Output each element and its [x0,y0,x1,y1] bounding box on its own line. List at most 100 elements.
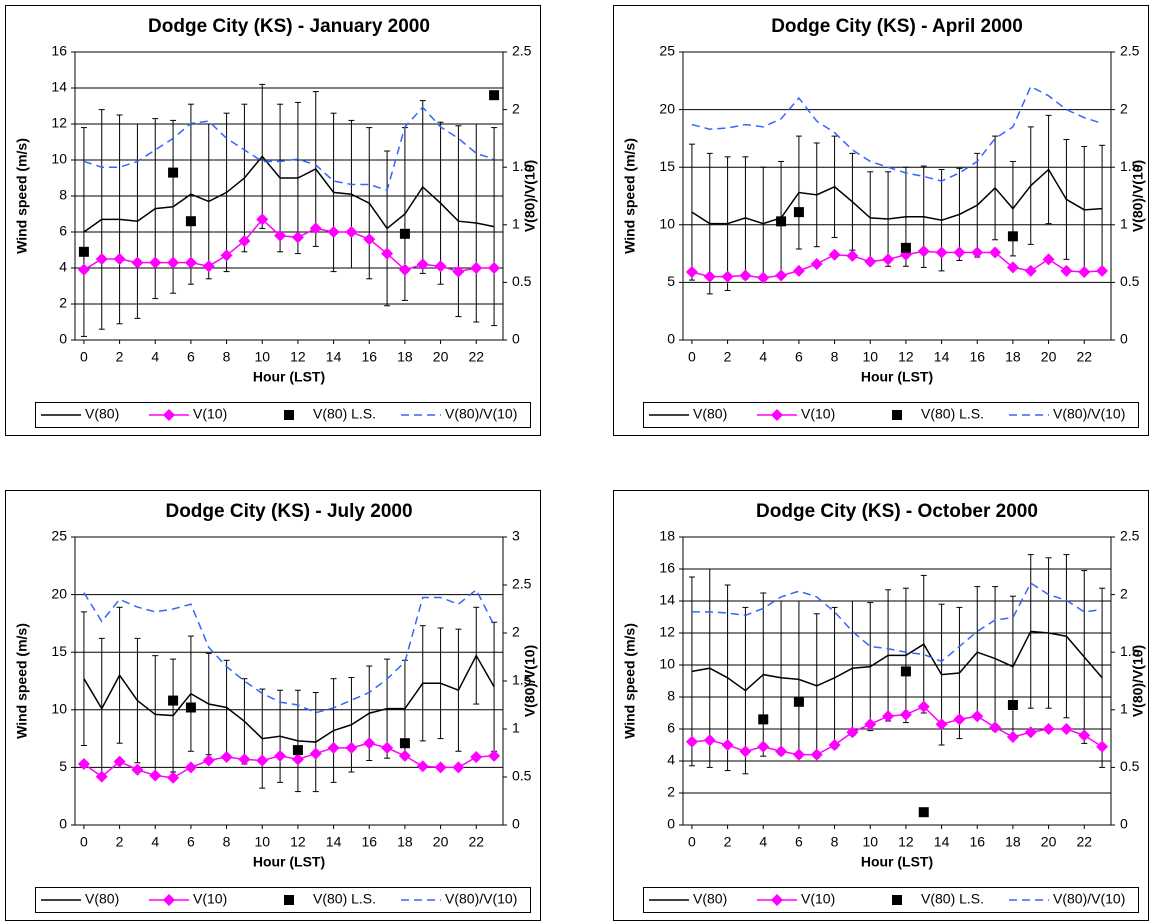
series-line [691,168,1103,225]
y2-tick-label: 3 [512,528,520,544]
legend-label: V(10) [801,891,835,907]
panel-border [613,490,1149,921]
diamond-marker [202,260,215,273]
diamond-marker [488,262,501,274]
diamond-marker [971,246,984,259]
legend-box [643,402,1139,428]
y2-axis-label: V(80)/V(10) [1130,645,1146,717]
square-marker [78,246,89,257]
square-marker [399,228,410,239]
legend-label: V(80)/V(10) [1053,406,1125,422]
x-tick-label: 14 [326,834,342,850]
legend: V(80) V(10) V(80) L.S. V(80)/V(10) [643,887,1139,913]
diamond-marker [792,264,805,277]
diamond-marker [989,246,1002,259]
x-tick-label: 10 [254,834,270,850]
diamond-marker [1078,729,1091,742]
diamond-marker [935,718,948,731]
square-marker [185,216,196,227]
square-marker [185,702,196,713]
diamond-marker [917,700,930,713]
y-tick-label: 15 [51,643,67,659]
diamond-marker [846,249,859,262]
diamond-marker [721,270,734,283]
diamond-marker [953,246,966,259]
diamond-marker [1042,723,1055,735]
diamond-marker [274,229,287,242]
y2-tick-label: 1 [1120,701,1128,717]
y-tick-label: 20 [659,100,675,116]
x-tick-label: 0 [80,834,88,850]
diamond-marker [721,739,734,751]
x-tick-label: 20 [1041,834,1057,850]
diamond-marker [953,713,966,726]
diamond-marker [1060,264,1073,277]
x-tick-label: 22 [1076,834,1092,850]
y2-tick-label: 0 [1120,331,1128,347]
diamond-marker [775,745,788,758]
y2-tick-label: 1 [512,720,520,736]
y-tick-label: 25 [51,528,67,544]
y2-tick-label: 1.5 [1120,158,1140,174]
diamond-marker [1096,264,1109,277]
diamond-marker [163,894,175,906]
diamond-marker [149,769,162,782]
y-tick-label: 10 [51,701,67,717]
y-tick-label: 2 [59,295,67,311]
y2-axis-label: V(80)/V(10) [1130,160,1146,232]
diamond-marker [685,266,698,279]
y2-tick-label: 2 [512,624,520,640]
square-marker [489,90,500,101]
y-axis-label: Wind speed (m/s) [622,138,638,254]
legend-label: V(80) [693,891,727,907]
y-tick-label: 0 [59,331,67,347]
x-tick-label: 14 [934,834,950,850]
square-marker [168,167,179,178]
diamond-marker [398,749,411,762]
diamond-marker [1096,740,1109,753]
diamond-marker [167,256,180,269]
legend-label: V(80) L.S. [921,891,984,907]
x-tick-label: 8 [831,349,839,365]
diamond-marker [828,739,841,751]
legend: V(80) V(10) V(80) L.S. V(80)/V(10) [35,402,531,428]
x-tick-label: 2 [724,349,732,365]
x-tick-label: 2 [116,349,124,365]
square-marker [758,714,769,725]
diamond-marker [327,741,340,754]
diamond-marker [363,233,376,246]
diamond-marker [757,271,770,284]
x-axis-label: Hour (LST) [253,854,325,870]
legend-label: V(80)/V(10) [445,406,517,422]
diamond-marker [345,741,358,754]
y-tick-label: 0 [667,816,675,832]
diamond-marker [846,726,859,739]
diamond-marker [899,708,912,721]
legend-label: V(80) L.S. [313,891,376,907]
y2-tick-label: 1.5 [1120,643,1140,659]
square-marker [900,666,911,677]
diamond-marker [792,748,805,761]
y2-tick-label: 2 [512,100,520,116]
y-tick-label: 10 [51,151,67,167]
diamond-marker [703,734,716,747]
legend-label: V(80)/V(10) [445,891,517,907]
y2-tick-label: 2 [1120,100,1128,116]
x-tick-label: 6 [187,349,195,365]
diamond-marker [703,270,716,283]
diamond-marker [274,749,287,762]
x-tick-label: 16 [361,834,377,850]
x-tick-label: 4 [151,834,159,850]
chart-panel: Dodge City (KS) - January 20000246810121… [5,5,541,436]
x-tick-label: 12 [898,349,914,365]
x-tick-label: 4 [759,834,767,850]
x-tick-label: 8 [831,834,839,850]
x-axis-label: Hour (LST) [861,369,933,385]
legend-label: V(10) [801,406,835,422]
diamond-marker [113,755,126,768]
y-tick-label: 20 [51,585,67,601]
diamond-marker [434,761,447,774]
diamond-marker [864,718,877,731]
legend-label: V(10) [193,891,227,907]
diamond-marker [381,247,394,260]
